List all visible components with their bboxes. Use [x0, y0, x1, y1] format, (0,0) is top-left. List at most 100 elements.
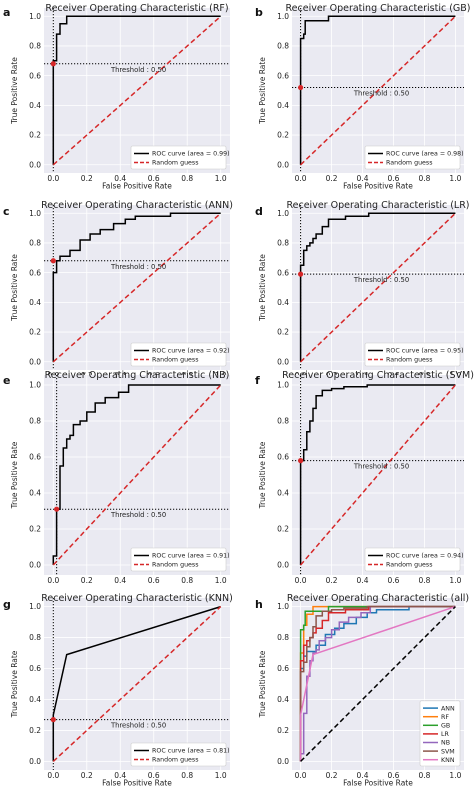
panel-letter: h: [255, 598, 263, 611]
y-tick-label: 0.2: [29, 726, 41, 735]
series-random-guess: [52, 15, 222, 166]
y-tick-label: 0.2: [29, 131, 41, 140]
threshold-label: Threshold : 0.50: [353, 276, 409, 284]
chart-title: Receiver Operating Characteristic (GB): [285, 3, 470, 14]
y-tick-label: 0.6: [29, 71, 41, 80]
y-tick-label: 0.2: [277, 131, 289, 140]
panel-letter: d: [255, 205, 263, 218]
x-tick-label: 1.0: [215, 174, 227, 183]
x-tick-label: 0.4: [114, 771, 126, 780]
x-tick-label: 0.6: [388, 576, 400, 585]
legend-entry: Random guess: [152, 160, 199, 167]
series-roc-curve-area-0-94: [299, 384, 456, 565]
panel-letter: g: [3, 598, 11, 611]
x-tick-label: 0.2: [81, 576, 93, 585]
legend-entry: ROC curve (area = 0.94): [386, 553, 464, 560]
y-tick-label: 0.6: [29, 268, 41, 277]
threshold-point: [50, 61, 56, 67]
y-tick-label: 0.2: [29, 525, 41, 534]
legend-entry: ROC curve (area = 0.98): [386, 151, 464, 158]
panel-letter: f: [255, 374, 260, 387]
legend-entry: KNN: [441, 757, 455, 764]
y-tick-label: 1.0: [277, 209, 289, 218]
series-lr: [299, 605, 456, 762]
x-tick-label: 0.8: [418, 771, 430, 780]
y-tick-label: 1.0: [29, 602, 41, 611]
y-tick-label: 0.6: [277, 268, 289, 277]
series-svm: [299, 605, 456, 762]
legend: [364, 342, 461, 367]
y-tick-label: 0.0: [277, 160, 289, 169]
x-axis-label: False Positive Rate: [102, 182, 172, 191]
y-tick-label: 0.0: [29, 160, 41, 169]
series-random-guess: [300, 15, 456, 166]
threshold-label: Threshold : 0.50: [110, 722, 166, 730]
x-tick-label: 0.8: [181, 174, 193, 183]
x-axis-label: False Positive Rate: [102, 779, 172, 788]
chart-title: Receiver Operating Characteristic (RF): [45, 3, 228, 14]
x-tick-label: 0.6: [388, 771, 400, 780]
panel-letter: c: [3, 205, 10, 218]
series-random-guess: [52, 212, 222, 363]
y-tick-label: 0.8: [277, 633, 289, 642]
y-tick-label: 0.2: [29, 328, 41, 337]
series-roc-curve-area-0-95: [299, 212, 456, 362]
legend-entry: Random guess: [152, 757, 199, 764]
y-tick-label: 0.0: [277, 357, 289, 366]
legend: [130, 547, 227, 572]
x-tick-label: 1.0: [449, 771, 461, 780]
y-tick-label: 0.4: [277, 101, 289, 110]
series-roc-curve-area-0-98: [299, 15, 456, 165]
x-tick-label: 0.0: [295, 576, 307, 585]
legend-entry: ANN: [441, 705, 455, 712]
x-tick-label: 0.6: [388, 174, 400, 183]
series-nb: [299, 605, 456, 762]
y-tick-label: 0.4: [29, 695, 41, 704]
y-tick-label: 0.0: [277, 561, 289, 570]
x-tick-label: 0.8: [418, 174, 430, 183]
series-roc-curve-area-0-92: [52, 212, 221, 362]
y-axis-label: True Positive Rate: [258, 441, 267, 509]
x-tick-label: 0.4: [357, 576, 369, 585]
panel-f: 0.0 0.2 0.4 0.6 0.8 1.0 0.0 0.2 0.4 0.6 0.8 1.0 f Rec…: [255, 370, 474, 585]
y-tick-label: 1.0: [277, 381, 289, 390]
y-tick-label: 0.8: [29, 633, 41, 642]
series-roc-curve-area-0-91: [52, 384, 221, 565]
y-tick-label: 0.4: [277, 695, 289, 704]
y-tick-label: 0.6: [29, 453, 41, 462]
series-gb: [299, 605, 456, 762]
series-roc-curve-area-0-99: [52, 15, 221, 165]
x-tick-label: 1.0: [449, 174, 461, 183]
y-tick-label: 0.2: [277, 328, 289, 337]
x-tick-label: 0.4: [357, 771, 369, 780]
panel-d: 0.00.20.40.60.81.00.00.20.40.60.81.0dRec…: [255, 200, 470, 388]
series-diagonal: [300, 606, 456, 762]
chart-title: Receiver Operating Characteristic (KNN): [41, 593, 233, 604]
legend: [130, 742, 227, 767]
legend-entry: ROC curve (area = 0.92): [152, 348, 230, 355]
y-tick-label: 0.8: [29, 239, 41, 248]
x-tick-label: 0.0: [295, 771, 307, 780]
x-tick-label: 0.0: [47, 771, 59, 780]
legend-entry: ROC curve (area = 0.91): [152, 553, 230, 560]
series-random-guess: [52, 606, 222, 762]
panel-letter: a: [3, 6, 10, 19]
x-tick-label: 0.6: [148, 771, 160, 780]
y-tick-label: 0.4: [29, 489, 41, 498]
legend: [130, 145, 227, 170]
y-tick-label: 0.8: [29, 417, 41, 426]
panel-a: 0.0 0.2 0.4 0.6 0.8 1.0 0.0 0.2 0.4 0.6 0.8 1.0 a Rec…: [3, 3, 230, 191]
x-tick-label: 0.2: [81, 174, 93, 183]
threshold-point: [298, 458, 304, 464]
x-tick-label: 1.0: [215, 576, 227, 585]
y-tick-label: 0.0: [277, 757, 289, 766]
x-tick-label: 0.0: [47, 576, 59, 585]
legend-entry: Random guess: [152, 562, 199, 569]
x-tick-label: 0.4: [114, 174, 126, 183]
legend: [364, 547, 461, 572]
legend-entry: ROC curve (area = 0.95): [386, 348, 464, 355]
x-tick-label: 0.6: [148, 576, 160, 585]
x-tick-label: 0.8: [181, 771, 193, 780]
chart-title: Receiver Operating Characteristic (ANN): [41, 200, 233, 211]
